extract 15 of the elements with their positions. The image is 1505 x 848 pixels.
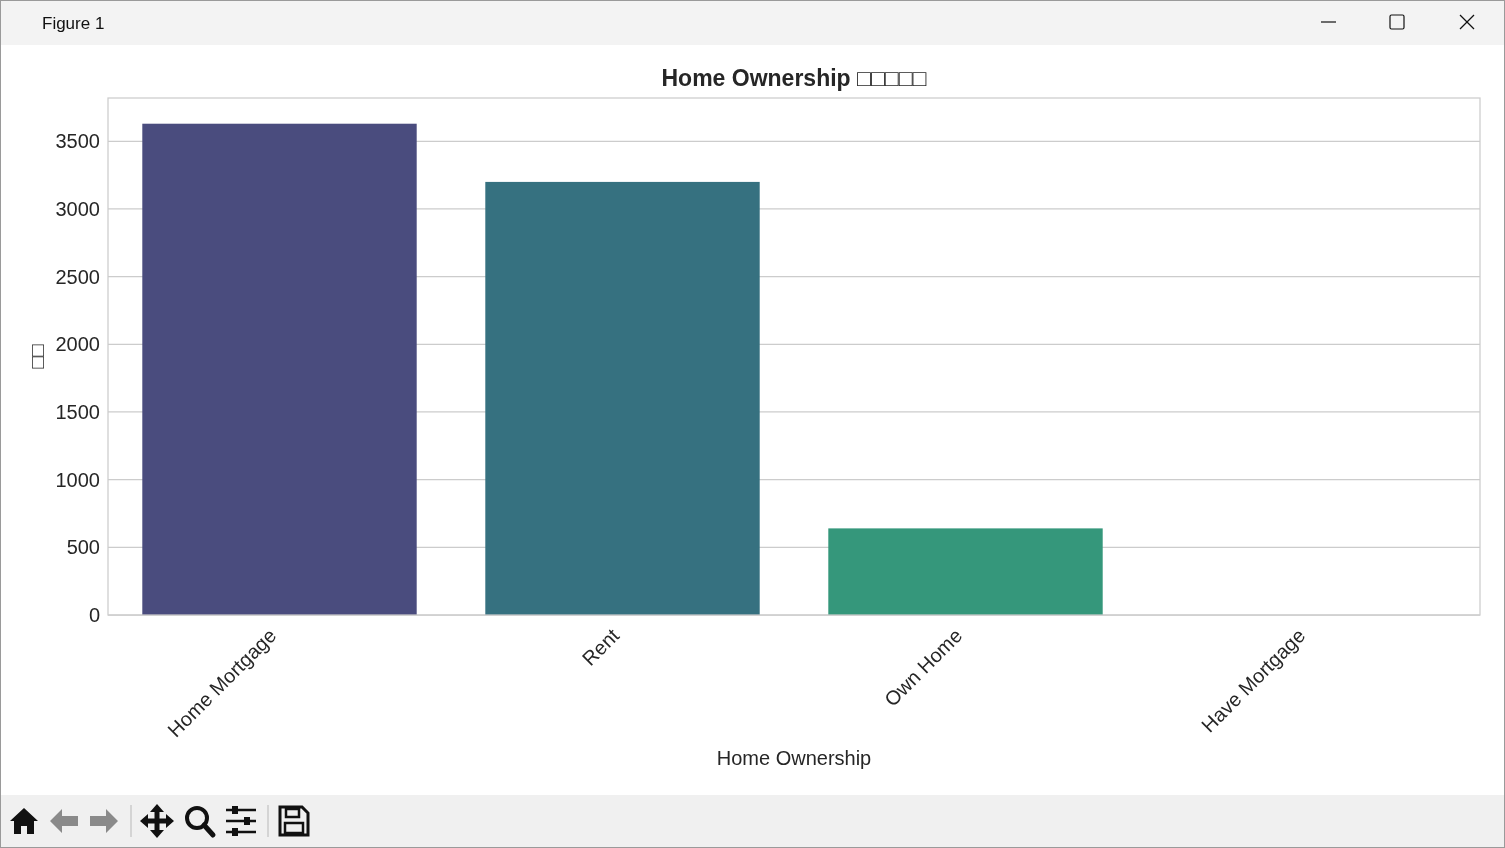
- y-tick-label: 1500: [55, 400, 100, 423]
- y-axis-title: □□: [26, 344, 48, 369]
- y-tick-label: 3500: [55, 130, 100, 153]
- y-tick-label: 3000: [55, 197, 100, 220]
- y-tick-label: 1000: [55, 468, 100, 491]
- y-tick-label: 500: [66, 536, 100, 559]
- y-tick-label: 2000: [55, 333, 100, 356]
- bar: [485, 181, 760, 615]
- bar: [142, 123, 417, 615]
- y-tick-label: 0: [88, 604, 100, 626]
- y-tick-label: 2500: [55, 265, 100, 288]
- x-axis-title: Home Ownership: [716, 747, 872, 769]
- bar: [828, 528, 1103, 615]
- caption: Figure 1: [42, 13, 105, 33]
- chart-title: Home Ownership □□□□□: [661, 65, 927, 92]
